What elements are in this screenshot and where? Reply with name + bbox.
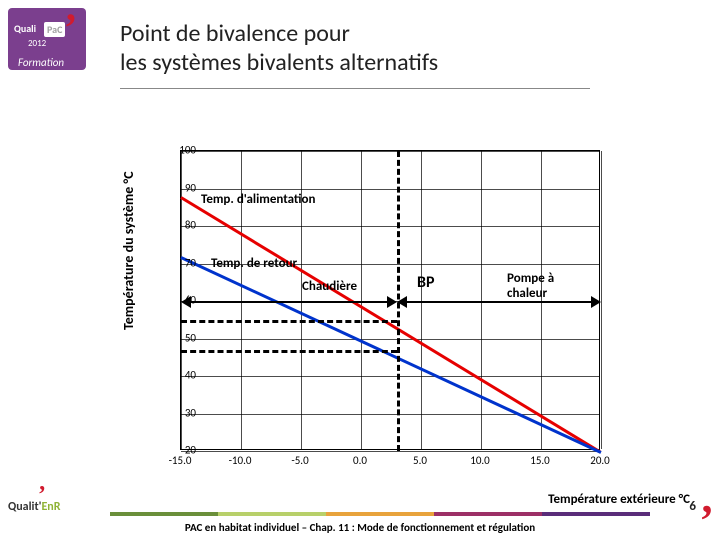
x-tick: -15.0 xyxy=(169,454,192,467)
label-bp: BP xyxy=(417,273,434,292)
y-tick: 30 xyxy=(185,406,196,419)
x-tick: -10.0 xyxy=(229,454,252,467)
y-tick: 100 xyxy=(179,144,196,157)
x-tick: 5.0 xyxy=(413,454,427,467)
label-temp-retour: Temp. de retour xyxy=(211,256,297,271)
x-axis-label: Température extérieure °C xyxy=(548,492,690,507)
arrow-pompe xyxy=(403,301,595,303)
plot-area: Temp. d'alimentation Temp. de retour Chaud… xyxy=(180,150,600,450)
y-tick: 90 xyxy=(185,181,196,194)
brand-logo-top: ’ Quali PaC 2012 Formation xyxy=(8,8,102,86)
title-line-1: Point de bivalence pour xyxy=(120,19,350,48)
y-tick: 40 xyxy=(185,369,196,382)
x-tick: 20.0 xyxy=(590,454,610,467)
label-pompe: Pompe à chaleur xyxy=(507,271,554,301)
footer-stripe xyxy=(110,512,650,516)
title-line-2: les systèmes bivalents alternatifs xyxy=(120,48,438,77)
page-number: 6 xyxy=(689,499,696,514)
y-tick: 70 xyxy=(185,256,196,269)
page-apostrophe-icon: ’ xyxy=(699,495,714,546)
logo-year: 2012 xyxy=(28,38,46,49)
bivalence-chart: Temp. d'alimentation Temp. de retour Chaud… xyxy=(140,140,620,480)
logo-bottom-quali: Qualit' xyxy=(8,500,41,514)
label-temp-alimentation: Temp. d'alimentation xyxy=(201,192,316,207)
logo-formation: Formation xyxy=(18,56,64,69)
label-chaudiere: Chaudière xyxy=(302,279,357,294)
x-tick: 15.0 xyxy=(530,454,550,467)
x-tick: 10.0 xyxy=(470,454,490,467)
logo-pac: PaC xyxy=(44,22,65,37)
y-tick: 50 xyxy=(185,331,196,344)
y-tick: 60 xyxy=(185,294,196,307)
dashed-level xyxy=(181,350,397,353)
slide-title: Point de bivalence pour les systèmes biv… xyxy=(120,20,438,78)
title-rule xyxy=(120,88,590,89)
footer-text: PAC en habitat individuel – Chap. 11 : M… xyxy=(0,521,720,534)
x-tick: 0.0 xyxy=(353,454,367,467)
logo-quali: Quali xyxy=(14,22,36,35)
series-temp_alimentation xyxy=(180,196,602,454)
x-tick: -5.0 xyxy=(291,454,308,467)
y-tick: 80 xyxy=(185,219,196,232)
arrow-chaudiere xyxy=(187,301,391,303)
logo-bottom-enr: EnR xyxy=(41,500,60,514)
dashed-level xyxy=(181,320,397,323)
y-axis-label: Température du système °C xyxy=(120,171,137,330)
